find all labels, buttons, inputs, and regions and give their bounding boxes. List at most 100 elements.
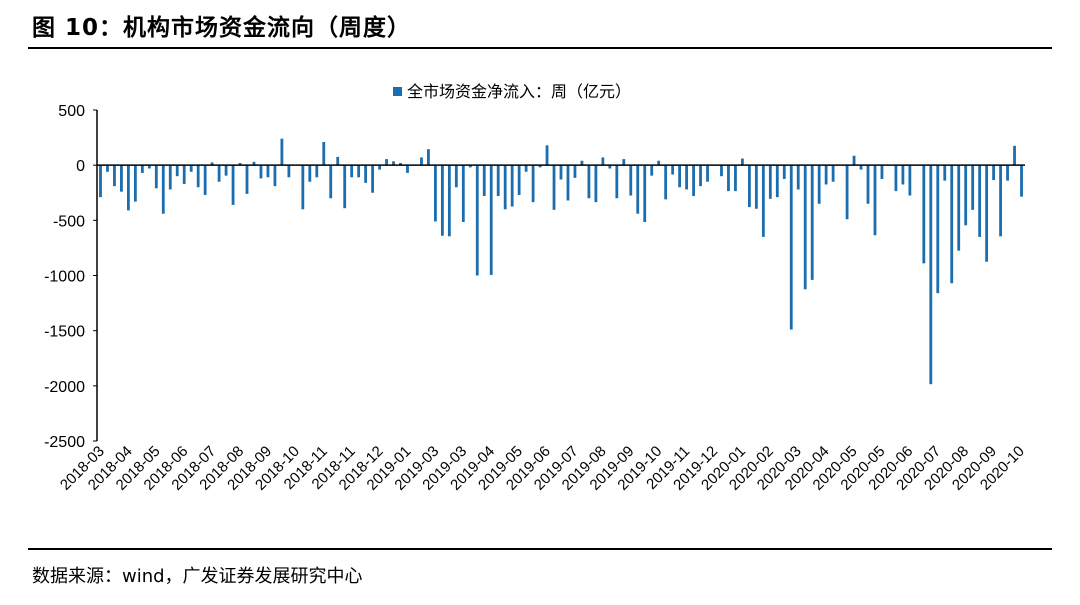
bar [154, 165, 158, 189]
bar [259, 165, 263, 179]
bar [636, 165, 640, 214]
bar [308, 165, 312, 182]
y-tick-label: -2000 [44, 379, 85, 396]
bar [678, 165, 682, 188]
bar [775, 165, 779, 198]
bar [175, 165, 179, 177]
bar [343, 165, 347, 209]
bar [908, 165, 912, 196]
y-tick-label: -1000 [44, 269, 85, 286]
bar [943, 165, 947, 181]
bar [147, 165, 151, 169]
bar [866, 165, 870, 204]
bar [643, 165, 647, 222]
bar [371, 165, 375, 193]
bar [852, 155, 856, 166]
legend-swatch [393, 87, 402, 96]
bar [273, 165, 277, 187]
bottom-rule [28, 548, 1052, 550]
bar [615, 165, 619, 199]
bar [252, 161, 256, 166]
bar [238, 162, 242, 166]
bar [1006, 165, 1009, 181]
bar [664, 165, 668, 200]
bar [831, 165, 835, 182]
bar [964, 165, 968, 226]
bar [873, 165, 877, 236]
bar [524, 165, 528, 172]
bar [880, 165, 884, 179]
bar [727, 165, 730, 192]
bar [503, 165, 507, 210]
bar [120, 165, 123, 192]
bar [189, 165, 193, 172]
bar [531, 165, 535, 203]
y-tick-label: -2500 [44, 434, 85, 451]
bar [350, 165, 354, 178]
bar [454, 165, 458, 188]
bar [126, 165, 130, 211]
bar [810, 165, 814, 280]
bar [322, 141, 326, 166]
bar [440, 165, 444, 236]
bar [985, 165, 989, 262]
bar [538, 165, 542, 168]
bar [545, 145, 549, 166]
bar [936, 165, 940, 294]
bar [482, 165, 486, 197]
bar [336, 156, 340, 166]
bar [768, 165, 772, 199]
bar [720, 165, 723, 177]
bar [196, 165, 200, 188]
bar [434, 165, 437, 222]
bar [608, 165, 612, 169]
y-tick-label: 0 [76, 158, 85, 175]
bar [489, 165, 493, 275]
bar [734, 165, 737, 192]
bar [929, 165, 933, 385]
top-rule [28, 47, 1052, 49]
bar [99, 165, 102, 198]
bar [329, 165, 333, 199]
source-note: 数据来源：wind，广发证券发展研究中心 [32, 566, 363, 587]
bar [789, 165, 793, 330]
bars [99, 138, 1023, 385]
bar [761, 165, 765, 237]
bar [106, 165, 109, 172]
bar [231, 165, 235, 205]
bar [468, 165, 472, 168]
bar [580, 160, 584, 166]
bar [692, 165, 695, 197]
bar [754, 165, 758, 209]
bar [796, 165, 800, 190]
y-tick-label: 500 [58, 103, 85, 120]
bar [378, 165, 381, 170]
bar [461, 165, 465, 222]
bar [447, 165, 451, 237]
bar [950, 165, 954, 284]
bar [392, 161, 395, 166]
bar [168, 165, 172, 190]
bar [650, 165, 654, 176]
bar [280, 138, 284, 166]
figure-title: 图 10：机构市场资金流向（周度） [32, 15, 412, 41]
bar [113, 165, 116, 187]
bar [245, 165, 249, 194]
bar [971, 165, 975, 210]
bar [420, 157, 423, 166]
bar [922, 165, 926, 264]
bar [566, 165, 570, 201]
bar [161, 165, 165, 214]
y-axis: 500 0 -500 -1000 -1500 -2000 -2500 [44, 103, 98, 451]
bar [315, 165, 319, 178]
bar [1020, 165, 1023, 197]
bar [587, 165, 591, 199]
bar [301, 165, 305, 210]
bar [824, 165, 828, 185]
bar [399, 162, 402, 166]
bar [999, 165, 1002, 237]
bar [357, 165, 361, 178]
bar [747, 165, 751, 208]
bar [782, 165, 786, 179]
bar [210, 162, 214, 166]
